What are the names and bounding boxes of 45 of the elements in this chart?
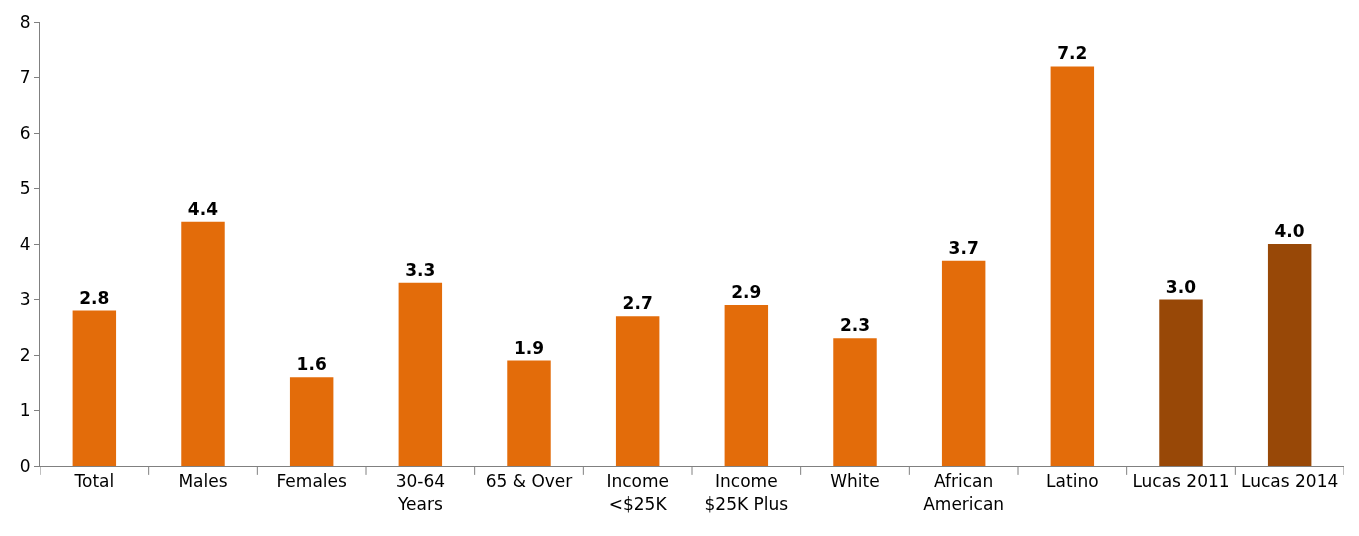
x-tick-label: Income $25K Plus xyxy=(704,471,789,514)
bar xyxy=(1267,244,1312,466)
x-tick-label: Lucas 2014 xyxy=(1241,471,1339,492)
data-label: 2.9 xyxy=(731,282,762,303)
y-tick-label: 0 xyxy=(19,455,31,476)
x-tick-label: White xyxy=(830,471,880,492)
data-label: 7.2 xyxy=(1057,43,1088,64)
x-tick-label: African American xyxy=(923,471,1005,514)
data-label: 4.0 xyxy=(1274,221,1305,241)
y-tick-label: 5 xyxy=(19,178,31,199)
bar xyxy=(507,360,551,466)
x-tick-label: Latino xyxy=(1046,471,1099,492)
data-label: 1.9 xyxy=(513,337,545,358)
bar xyxy=(1050,66,1095,466)
data-label: 1.6 xyxy=(296,354,327,375)
y-tick-label: 2 xyxy=(19,344,31,365)
bar xyxy=(615,316,660,466)
data-label: 2.7 xyxy=(622,293,653,314)
data-label: 3.0 xyxy=(1165,276,1197,297)
data-label: 4.4 xyxy=(187,198,219,219)
x-tick-label: Income <$25K xyxy=(606,471,669,514)
bar xyxy=(289,377,334,466)
x-tick-label: Total xyxy=(73,471,115,492)
y-tick-label: 4 xyxy=(19,233,31,254)
data-label: 2.8 xyxy=(79,287,110,308)
x-tick-label: 65 & Over xyxy=(485,471,573,492)
bar xyxy=(398,282,443,466)
y-tick-label: 3 xyxy=(19,289,31,310)
y-tick-label: 6 xyxy=(19,122,31,143)
y-tick-label: 1 xyxy=(19,400,31,421)
bar xyxy=(72,310,117,466)
bar xyxy=(833,338,877,466)
y-tick-label: 7 xyxy=(19,67,31,88)
x-tick-label: Lucas 2011 xyxy=(1132,471,1230,492)
data-label: 3.3 xyxy=(405,259,436,280)
y-tick-label: 8 xyxy=(19,11,31,32)
x-tick-label: 30-64 Years xyxy=(395,471,446,514)
x-tick-label: Males xyxy=(178,471,228,492)
bar xyxy=(1159,299,1203,466)
x-tick-label: Females xyxy=(276,471,347,492)
bar xyxy=(724,305,769,466)
data-label: 2.3 xyxy=(839,315,871,336)
bar xyxy=(181,221,225,466)
data-label: 3.7 xyxy=(948,237,979,258)
bar xyxy=(941,260,986,466)
